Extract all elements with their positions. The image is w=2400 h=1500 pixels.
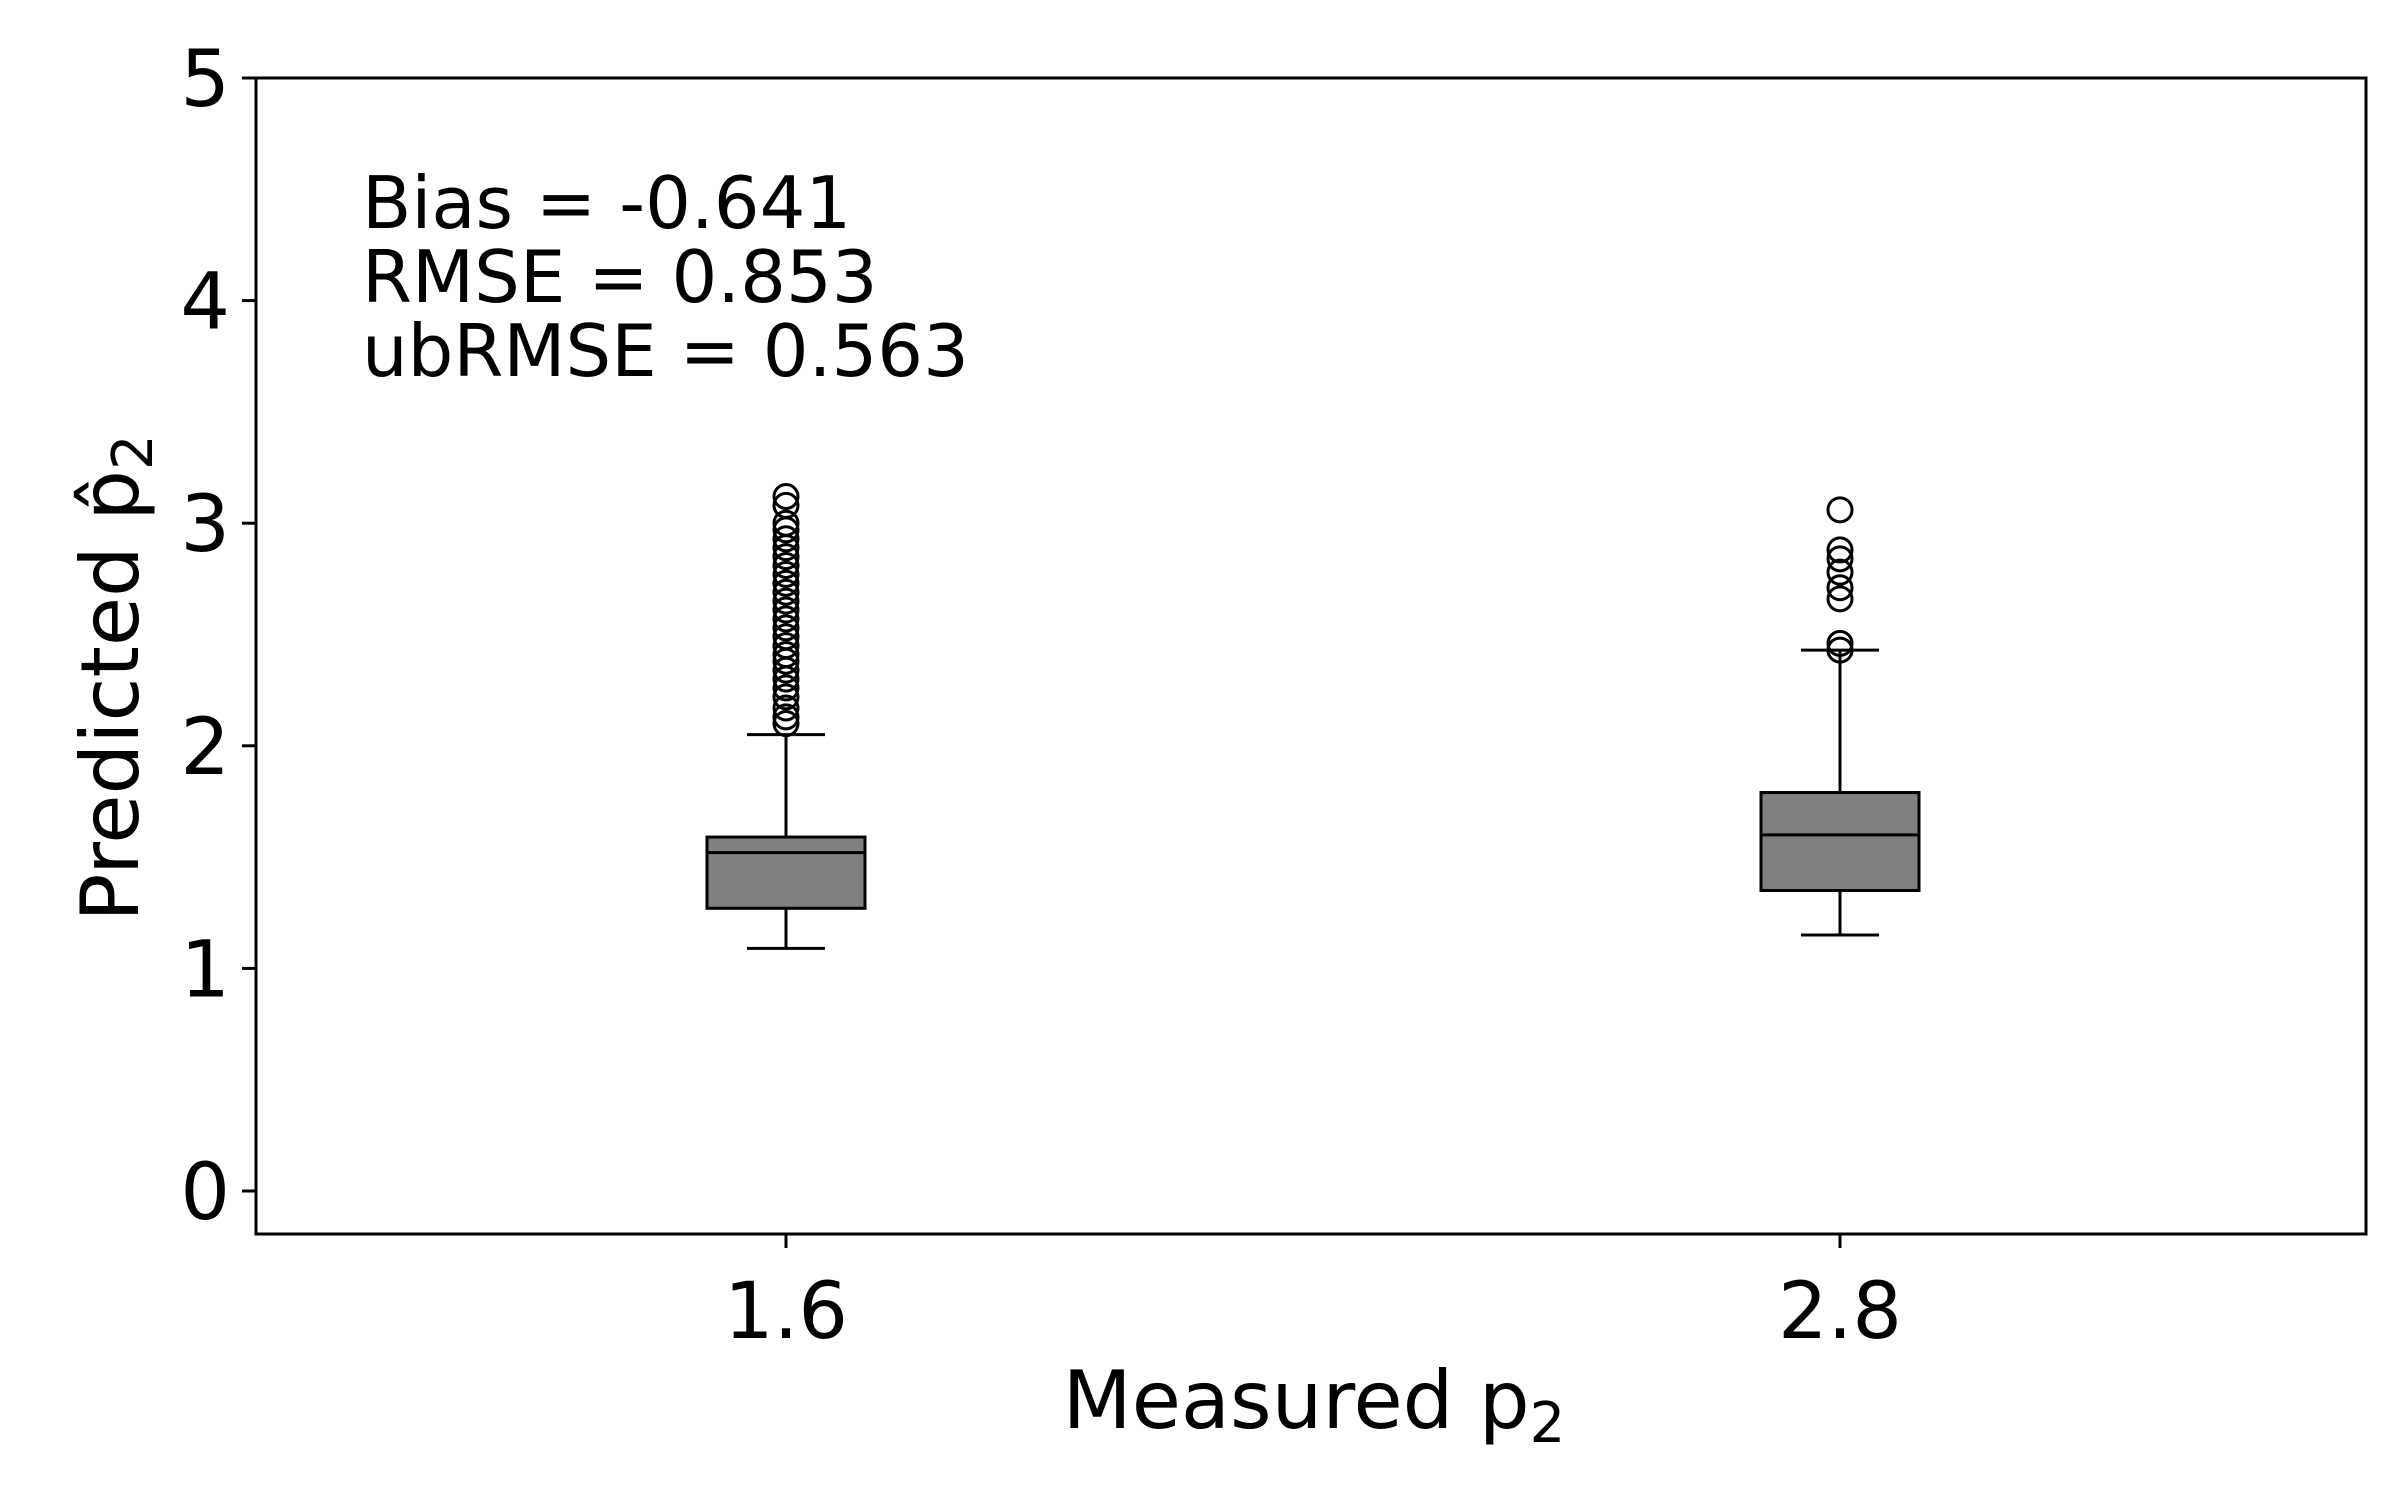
outlier-point	[772, 525, 800, 553]
outlier-point	[1826, 536, 1854, 564]
y-axis-label: Predicted p̂2	[64, 434, 166, 921]
y-tick-label: 0	[180, 1148, 230, 1238]
outlier-point	[772, 614, 800, 642]
stats-annotation: Bias = -0.641 RMSE = 0.853 ubRMSE = 0.56…	[362, 161, 969, 393]
y-axis-label-text: Predicted p̂	[64, 470, 157, 922]
outlier-point	[1826, 545, 1854, 573]
x-axis-label-text: Measured p	[1063, 1354, 1530, 1447]
iqr-box	[705, 835, 867, 910]
x-tick-label: 1.6	[724, 1267, 848, 1357]
box-2.8	[1759, 496, 1921, 937]
outlier-point	[772, 482, 800, 510]
outlier-point	[772, 587, 800, 615]
outlier-point	[772, 569, 800, 597]
bias-annotation: Bias = -0.641	[362, 161, 851, 245]
box-1.6	[705, 482, 867, 950]
rmse-annotation: RMSE = 0.853	[362, 235, 878, 319]
outlier-point	[772, 509, 800, 537]
y-tick-label: 2	[180, 703, 230, 793]
outlier-point	[772, 641, 800, 669]
outlier-point	[1826, 636, 1854, 664]
ubrmse-annotation: ubRMSE = 0.563	[362, 309, 969, 393]
y-axis-label-subscript: 2	[101, 434, 166, 470]
outlier-point	[772, 683, 800, 711]
plot-area	[705, 482, 1921, 950]
outlier-point	[772, 703, 800, 731]
outlier-point	[1826, 629, 1854, 657]
x-axis-label-subscript: 2	[1530, 1391, 1566, 1456]
outlier-point	[1826, 558, 1854, 586]
outlier-point	[772, 560, 800, 588]
y-tick-label: 1	[180, 925, 230, 1015]
outlier-point	[772, 674, 800, 702]
outlier-point	[1826, 574, 1854, 602]
x-axis-label: Measured p2	[1063, 1354, 1566, 1456]
x-tick-label: 2.8	[1778, 1267, 1902, 1357]
outlier-point	[772, 632, 800, 660]
outlier-point	[1826, 496, 1854, 524]
outlier-point	[772, 694, 800, 722]
outlier-point	[772, 551, 800, 579]
y-tick-label: 5	[180, 35, 230, 125]
plot-frame	[254, 76, 2368, 1236]
outlier-point	[772, 578, 800, 606]
outlier-point	[772, 491, 800, 519]
x-axis: 1.6 2.8	[724, 1234, 1902, 1357]
iqr-box	[1759, 791, 1921, 892]
outlier-point	[772, 596, 800, 624]
outlier-point	[772, 623, 800, 651]
y-tick-label: 3	[180, 480, 230, 570]
outlier-point	[772, 543, 800, 571]
y-axis: 0 1 2 3 4 5	[180, 35, 256, 1238]
outlier-point	[1826, 585, 1854, 613]
outlier-point	[772, 605, 800, 633]
outlier-point	[772, 710, 800, 738]
y-tick-label: 4	[180, 258, 230, 348]
